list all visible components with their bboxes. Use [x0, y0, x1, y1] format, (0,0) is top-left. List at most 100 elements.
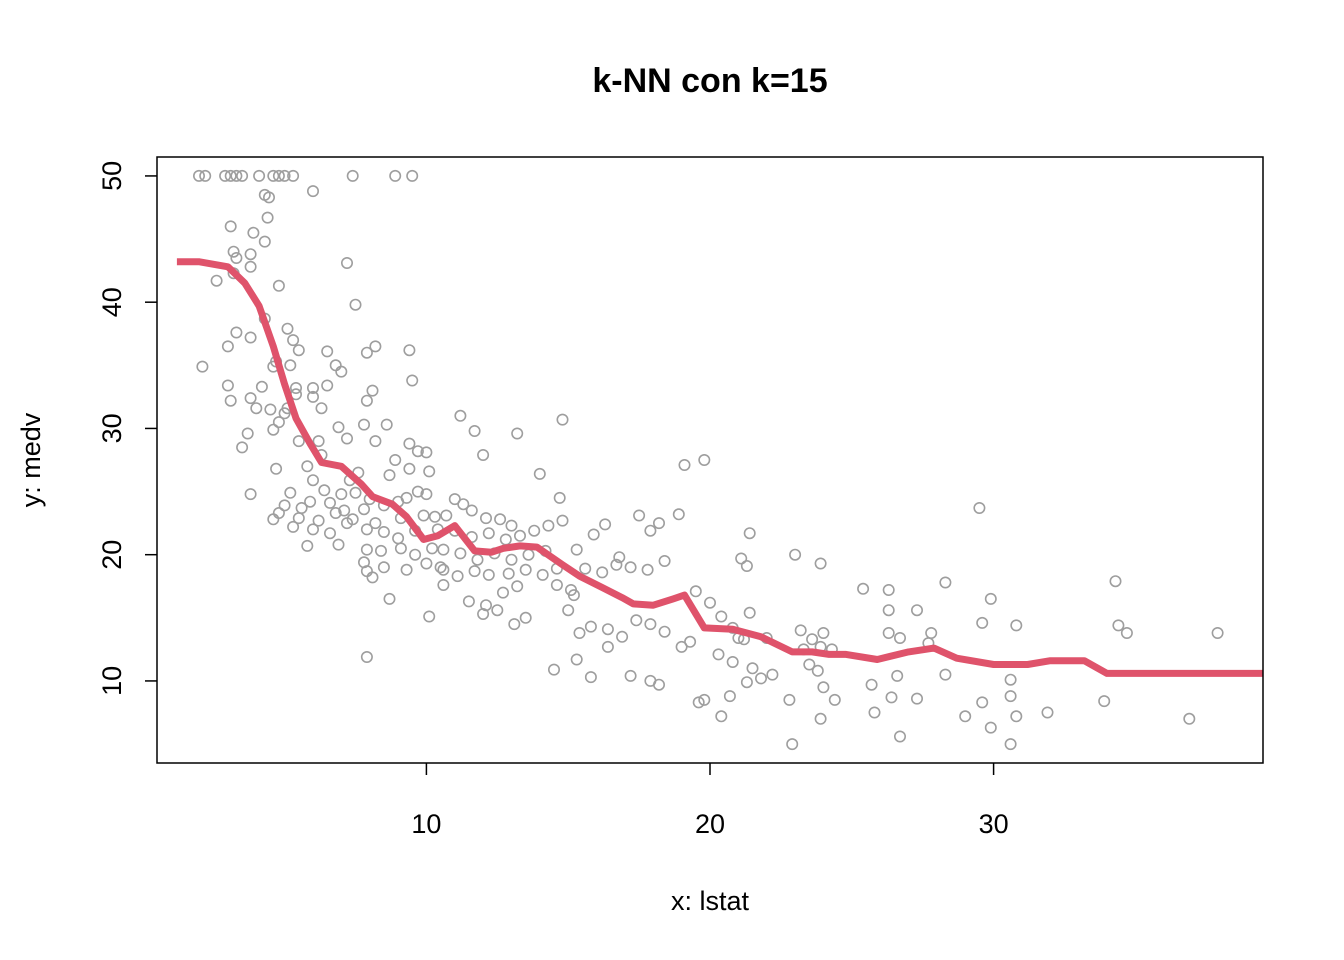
- knn-fit-path: [176, 258, 1263, 677]
- scatter-point-263: [882, 626, 895, 639]
- scatter-point-33: [244, 331, 257, 344]
- scatter-point-122: [301, 539, 314, 552]
- scatter-point-126: [394, 542, 407, 555]
- scatter-point-21: [227, 245, 240, 258]
- scatter-point-242: [715, 710, 728, 723]
- scatter-point-246: [794, 624, 807, 637]
- scatter-point-32: [230, 326, 243, 339]
- scatter-point-88: [244, 488, 257, 501]
- scatter-point-171: [468, 565, 481, 578]
- scatter-point-224: [703, 596, 716, 609]
- scatter-point-79: [389, 453, 402, 466]
- scatter-point-157: [556, 514, 569, 527]
- scatter-point-131: [400, 563, 413, 576]
- scatter-point-133: [437, 563, 450, 576]
- scatter-point-175: [536, 568, 549, 581]
- scatter-point-23: [230, 252, 243, 265]
- scatter-point-139: [440, 509, 453, 522]
- scatter-point-182: [550, 578, 563, 591]
- scatter-point-241: [692, 696, 705, 709]
- scatter-point-270: [865, 678, 878, 691]
- scatter-point-202: [672, 508, 685, 521]
- scatter-point-112: [417, 509, 430, 522]
- scatter-point-73: [369, 435, 382, 448]
- scatter-point-15: [262, 191, 275, 204]
- x-tick-label-10: 10: [411, 809, 441, 839]
- scatter-point-159: [533, 467, 546, 480]
- scatter-point-90: [318, 484, 331, 497]
- scatter-point-267: [939, 576, 952, 589]
- scatter-point-9: [278, 169, 291, 182]
- scatter-point-28: [272, 279, 285, 292]
- scatter-point-266: [925, 626, 938, 639]
- scatter-point-18: [261, 211, 274, 224]
- scatter-point-2: [219, 169, 232, 182]
- knn-fit-line: [176, 258, 1263, 677]
- scatter-point-77: [420, 446, 433, 459]
- scatter-point-87: [383, 469, 396, 482]
- scatter-point-200: [641, 563, 654, 576]
- scatter-point-254: [817, 681, 830, 694]
- scatter-point-42: [329, 359, 342, 372]
- scatter-point-237: [754, 672, 767, 685]
- scatter-point-213: [675, 640, 688, 653]
- scatter-point-288: [1109, 575, 1122, 588]
- scatter-point-234: [712, 648, 725, 661]
- scatter-point-116: [323, 527, 336, 540]
- scatter-point-239: [740, 676, 753, 689]
- scatter-point-101: [338, 504, 351, 517]
- scatter-point-120: [392, 532, 405, 545]
- scatter-point-144: [477, 448, 490, 461]
- scatter-point-162: [437, 543, 450, 556]
- scatter-point-292: [1211, 626, 1224, 639]
- scatter-point-207: [584, 620, 597, 633]
- scatter-point-214: [684, 635, 697, 648]
- scatter-point-50: [255, 380, 268, 393]
- scatter-point-147: [494, 513, 507, 526]
- scatter-point-132: [420, 557, 433, 570]
- scatter-point-189: [423, 610, 436, 623]
- scatter-point-210: [630, 614, 643, 627]
- scatter-point-25: [244, 260, 257, 273]
- scatter-point-124: [360, 543, 373, 556]
- scatter-point-110: [369, 517, 382, 530]
- scatter-point-169: [434, 561, 447, 574]
- scatter-point-269: [891, 669, 904, 682]
- scatter-point-35: [292, 344, 305, 357]
- x-axis-label: x: lstat: [671, 886, 750, 916]
- scatter-point-280: [976, 696, 989, 709]
- scatter-point-199: [624, 561, 637, 574]
- y-tick-label-20: 20: [97, 540, 127, 570]
- scatter-point-37: [403, 344, 416, 357]
- scatter-point-108: [329, 506, 342, 519]
- scatter-point-29: [349, 298, 362, 311]
- scatter-point-218: [624, 669, 637, 682]
- scatter-point-67: [241, 427, 254, 440]
- scatter-point-258: [786, 738, 799, 751]
- scatter-point-8: [272, 169, 285, 182]
- scatter-point-135: [366, 571, 379, 584]
- scatter-point-76: [411, 445, 424, 458]
- scatter-point-226: [735, 552, 748, 565]
- scatter-point-229: [743, 606, 756, 619]
- scatter-point-140: [448, 493, 461, 506]
- scatter-point-74: [403, 437, 416, 450]
- scatter-point-20: [258, 235, 271, 248]
- scatter-point-275: [959, 710, 972, 723]
- scatter-point-60: [360, 394, 373, 407]
- scatter-point-125: [374, 544, 387, 557]
- scatter-point-156: [542, 519, 555, 532]
- scatter-point-290: [1120, 626, 1133, 639]
- scatter-point-52: [366, 384, 379, 397]
- scatter-point-38: [369, 340, 382, 353]
- scatter-point-80: [301, 460, 314, 473]
- scatter-point-244: [789, 548, 802, 561]
- scatter-point-195: [613, 551, 626, 564]
- scatter-point-228: [740, 559, 753, 572]
- scatter-point-62: [264, 403, 277, 416]
- scatter-point-130: [377, 561, 390, 574]
- scatter-point-0: [193, 169, 206, 182]
- scatter-point-222: [698, 453, 711, 466]
- scatter-point-206: [573, 626, 586, 639]
- scatter-point-197: [596, 566, 609, 579]
